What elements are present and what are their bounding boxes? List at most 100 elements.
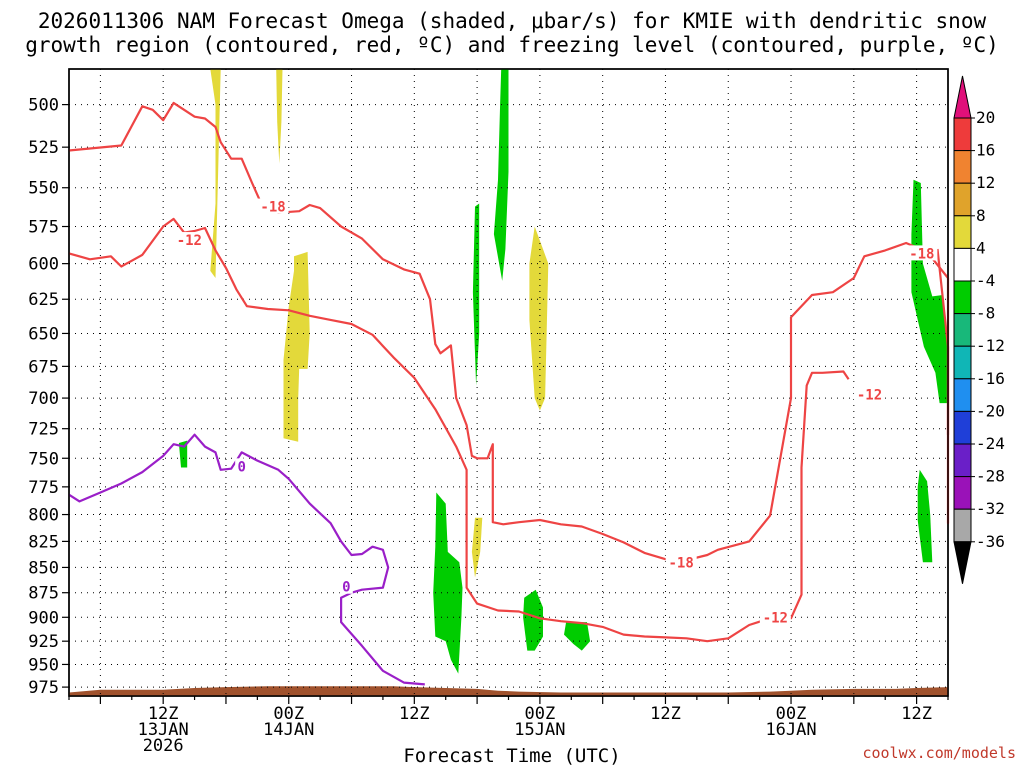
colorbar-label-11: -28 — [976, 467, 1005, 486]
y-tick-label-550: 550 — [28, 179, 59, 199]
omega-region-9 — [523, 589, 543, 651]
colorbar-label-13: -36 — [976, 532, 1005, 551]
omega-region-8 — [433, 492, 463, 674]
contour-label-bg-2 — [906, 245, 938, 261]
y-tick-label-900: 900 — [28, 608, 59, 628]
contour-line-0 — [68, 101, 950, 562]
colorbar-label-0: 20 — [976, 108, 995, 127]
y-tick-label-625: 625 — [28, 290, 59, 310]
x-tick-label-6-2: 2026 — [143, 736, 184, 756]
x-tick-label-6-1: 13JAN — [138, 720, 189, 740]
colorbar-label-4: 4 — [976, 238, 986, 257]
x-tick-label-78-0: 12Z — [901, 704, 932, 724]
colorbar-label-2: 12 — [976, 173, 995, 192]
x-tick-label-18-1: 14JAN — [263, 720, 314, 740]
y-tick-label-750: 750 — [28, 449, 59, 469]
omega-region-7 — [178, 440, 188, 468]
contour-label-0: -18 — [260, 200, 285, 216]
colorbar-bin-1 — [953, 150, 972, 184]
y-tick-label-975: 975 — [28, 678, 59, 698]
contour-label-3: -12 — [857, 387, 882, 403]
omega-region-10 — [564, 622, 591, 651]
y-tick-label-950: 950 — [28, 655, 59, 675]
colorbar-label-3: 8 — [976, 206, 986, 225]
y-tick-label-825: 825 — [28, 532, 59, 552]
y-tick-label-775: 775 — [28, 478, 59, 498]
contour-label-bg-7 — [339, 578, 353, 594]
x-axis-title: Forecast Time (UTC) — [403, 745, 621, 767]
contour-labels: -18 -12 -18 -12 -18 -12 0 0 — [173, 198, 938, 626]
y-tick-label-650: 650 — [28, 324, 59, 344]
colorbar-label-8: -16 — [976, 369, 1005, 388]
colorbar-bin-3 — [953, 215, 972, 249]
colorbar-label-9: -20 — [976, 401, 1005, 420]
colorbar-bin-8 — [953, 378, 972, 412]
omega-region-11 — [911, 179, 948, 404]
y-axis: 500 525 550 575 600 625 650 675 700 725 750 775 800 8… — [28, 96, 69, 698]
colorbar-bin-4 — [953, 247, 972, 282]
contour-label-bg-0 — [257, 198, 289, 214]
colorbar-bin-7 — [953, 345, 972, 380]
colorbar-bin-9 — [953, 410, 972, 445]
y-tick-label-725: 725 — [28, 420, 59, 440]
credit-text: coolwx.com/models — [862, 744, 1016, 762]
contour-label-4: -18 — [669, 555, 694, 571]
contour-label-bg-6 — [235, 458, 249, 474]
y-tick-label-525: 525 — [28, 138, 59, 158]
contour-label-1: -12 — [177, 233, 202, 249]
omega-region-5 — [493, 69, 509, 281]
colorbar-bin-0 — [953, 117, 972, 152]
colorbar-bin-10 — [953, 443, 972, 478]
omega-region-1 — [276, 69, 283, 164]
colorbar-bin-11 — [953, 476, 972, 510]
omega-region-12 — [917, 469, 933, 563]
contour-line-2 — [68, 217, 850, 643]
omega-region-3 — [529, 226, 549, 411]
y-tick-label-925: 925 — [28, 632, 59, 652]
colorbar-label-5: -4 — [976, 271, 995, 290]
colorbar-bin-5 — [953, 280, 972, 315]
contour-label-bg-1 — [173, 232, 205, 248]
colorbar: 20 16 12 8 4 -4 -8 -12 -16 -20 -24 -28 -32 -36 — [953, 75, 1005, 584]
omega-region-4 — [471, 517, 483, 578]
colorbar-bin-2 — [953, 182, 972, 217]
y-tick-label-675: 675 — [28, 357, 59, 377]
omega-shading-layer — [178, 69, 948, 674]
x-tick-label-42-1: 15JAN — [514, 720, 565, 740]
y-tick-label-850: 850 — [28, 558, 59, 578]
x-tick-label-30-0: 12Z — [399, 704, 430, 724]
x-tick-label-6-0: 12Z — [148, 704, 179, 724]
x-tick-label-54-0: 12Z — [650, 704, 681, 724]
y-tick-label-600: 600 — [28, 255, 59, 275]
y-tick-label-875: 875 — [28, 584, 59, 604]
colorbar-bin-6 — [953, 313, 972, 347]
chart-title-line-2: growth region (contoured, red, ºC) and f… — [25, 33, 999, 57]
contour-label-2: -18 — [909, 246, 934, 262]
omega-region-0 — [210, 69, 221, 278]
omega-region-6 — [472, 203, 480, 386]
contour-label-5: -12 — [763, 610, 788, 626]
colorbar-label-6: -8 — [976, 304, 995, 323]
x-tick-label-66-1: 16JAN — [765, 720, 816, 740]
contour-line-3 — [68, 433, 425, 686]
y-tick-label-700: 700 — [28, 389, 59, 409]
colorbar-label-12: -32 — [976, 499, 1005, 518]
y-tick-label-800: 800 — [28, 506, 59, 526]
colorbar-bottom-arrow — [953, 541, 972, 584]
colorbar-label-7: -12 — [976, 336, 1005, 355]
x-tick-label-42-0: 00Z — [525, 704, 556, 724]
colorbar-label-1: 16 — [976, 141, 995, 160]
x-tick-label-66-0: 00Z — [776, 704, 807, 724]
colorbar-label-10: -24 — [976, 434, 1005, 453]
contour-label-6: 0 — [237, 459, 245, 475]
colorbar-top-arrow — [953, 75, 972, 119]
y-tick-label-500: 500 — [28, 96, 59, 116]
y-tick-label-575: 575 — [28, 218, 59, 238]
contour-label-bg-4 — [665, 554, 697, 570]
contour-label-7: 0 — [342, 580, 350, 596]
colorbar-bin-12 — [953, 508, 972, 543]
contour-label-bg-5 — [759, 609, 791, 625]
x-tick-label-18-0: 00Z — [273, 704, 304, 724]
